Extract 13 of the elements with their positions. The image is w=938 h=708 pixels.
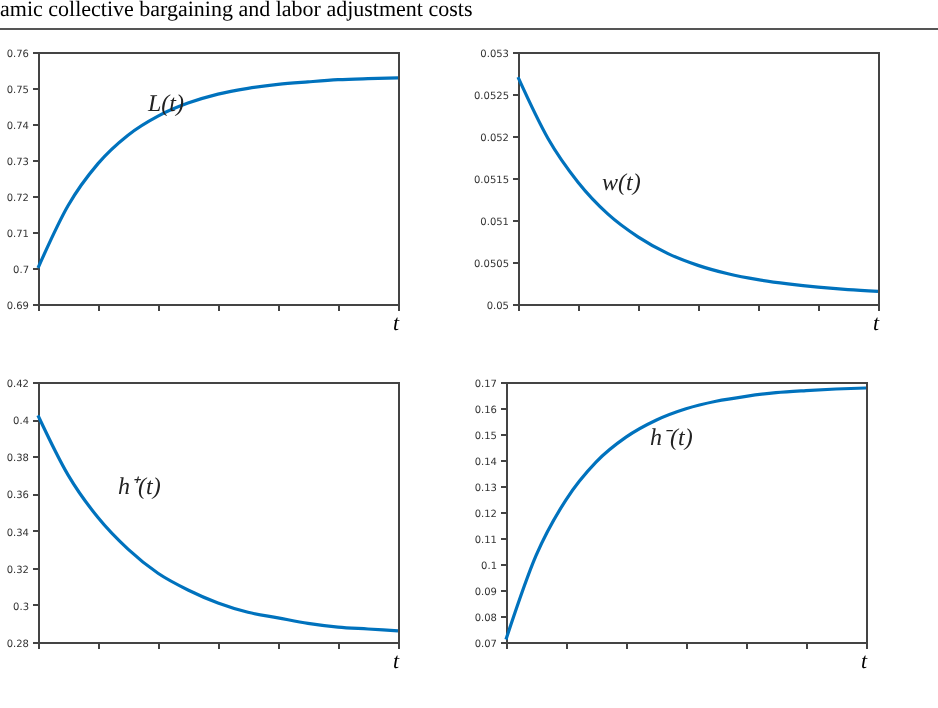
series-label: h⁻(t) <box>650 423 693 452</box>
x-axis-title: t <box>860 650 869 674</box>
x-axis-title: t <box>392 312 401 336</box>
x-axis-title: t <box>392 650 401 674</box>
series-label: w(t) <box>602 168 641 197</box>
text: amic collective bargaining and labor adjustment costs <box>0 0 473 22</box>
line-series <box>36 413 400 633</box>
line-series <box>504 386 868 641</box>
line-series <box>36 76 400 270</box>
series-label: h⁺(t) <box>118 471 161 500</box>
line-series <box>516 75 880 293</box>
series-label: L(t) <box>146 89 185 118</box>
x-axis-title: t <box>872 312 881 336</box>
